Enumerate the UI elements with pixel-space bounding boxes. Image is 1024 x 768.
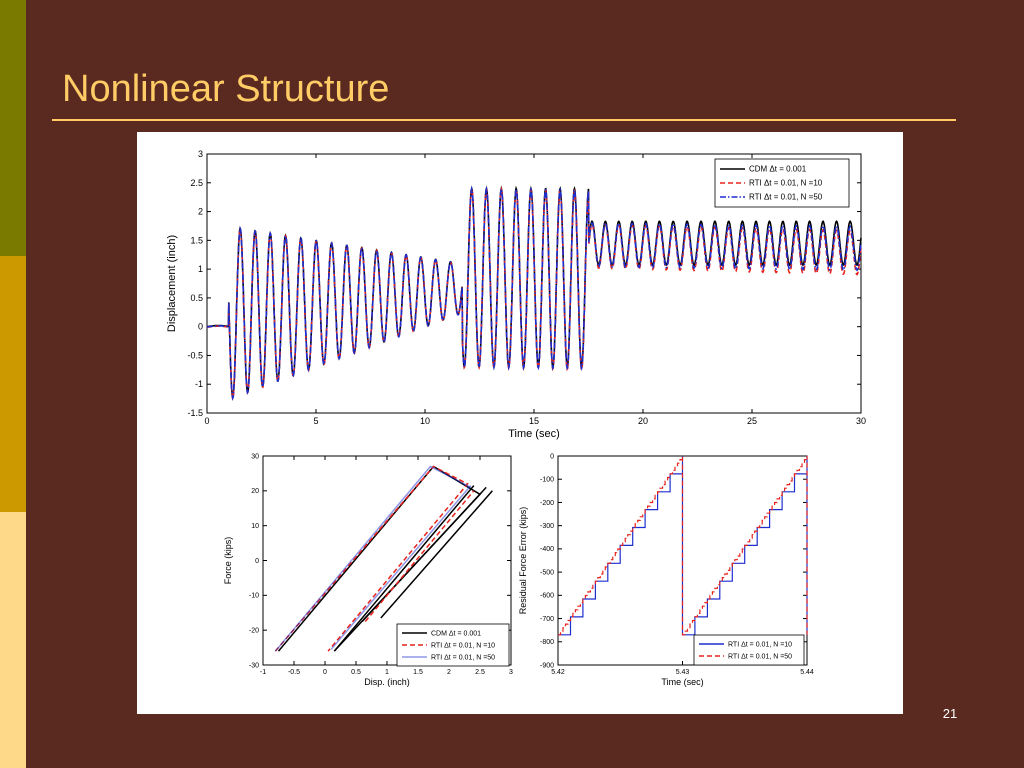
disp-history-legend-box xyxy=(714,158,850,208)
residual-x-tick-label: 5.44 xyxy=(800,669,814,676)
hysteresis-legend-label: RTI Δt = 0.01, N =50 xyxy=(431,654,495,661)
hysteresis-x-tick-label: 0.5 xyxy=(351,669,361,676)
disp-history-x-tick-label: 25 xyxy=(747,416,757,426)
hysteresis-x-tick-label: -1 xyxy=(260,669,266,676)
hysteresis-x-axis-label: Disp. (inch) xyxy=(364,677,410,687)
residual-y-axis-label: Residual Force Error (kips) xyxy=(518,507,528,615)
title-underline xyxy=(52,119,956,121)
disp-history-x-axis-label: Time (sec) xyxy=(508,428,560,440)
disp-history-y-axis-label: Displacement (inch) xyxy=(166,235,178,332)
disp-history-legend-label: RTI Δt = 0.01, N =10 xyxy=(749,179,823,188)
disp-history-x-tick-label: 15 xyxy=(529,416,539,426)
disp-history-x-tick-label: 5 xyxy=(313,416,318,426)
hysteresis-series-line xyxy=(274,465,472,652)
residual-x-axis-label: Time (sec) xyxy=(661,677,703,687)
hysteresis-y-tick-label: 20 xyxy=(251,488,259,495)
hysteresis-legend-label: RTI Δt = 0.01, N =10 xyxy=(431,642,495,649)
disp-history-y-tick-label: 0 xyxy=(198,322,203,332)
residual-y-tick-label: -500 xyxy=(540,569,554,576)
disp-history-series-line xyxy=(206,185,862,401)
residual-x-tick-label: 5.43 xyxy=(676,669,690,676)
figure-svg: 0 5 10 15 20 25 30-1.5-1-0.500.511.522.53Time … xyxy=(166,149,866,687)
residual-legend-label: RTI Δt = 0.01, N =50 xyxy=(728,653,792,660)
residual-y-tick-label: -200 xyxy=(540,500,554,507)
hysteresis-series-line xyxy=(361,486,487,623)
slide-title: Nonlinear Structure xyxy=(62,68,390,110)
disp-history-y-tick-label: 1 xyxy=(198,264,203,274)
hysteresis-legend-label: CDM Δt = 0.001 xyxy=(431,630,481,637)
hysteresis-y-tick-label: -30 xyxy=(249,662,259,669)
hysteresis-series-line xyxy=(333,485,475,652)
disp-history-x-tick-label: 20 xyxy=(638,416,648,426)
disp-history-legend-label: CDM Δt = 0.001 xyxy=(749,165,807,174)
hysteresis-series-line xyxy=(274,465,469,652)
residual-y-tick-label: -100 xyxy=(540,477,554,484)
residual-legend-label: RTI Δt = 0.01, N =10 xyxy=(728,641,792,648)
disp-history-x-tick-label: 10 xyxy=(420,416,430,426)
hysteresis-legend-box xyxy=(396,623,510,667)
residual-y-tick-label: -700 xyxy=(540,616,554,623)
residual-x-tick-label: 5.42 xyxy=(551,669,565,676)
disp-history-series-line xyxy=(206,185,862,401)
disp-history-y-tick-label: -1 xyxy=(195,379,203,389)
hysteresis-x-tick-label: 1 xyxy=(385,669,389,676)
accent-stripe-top xyxy=(0,0,26,256)
hysteresis-x-tick-label: 0 xyxy=(323,669,327,676)
residual-y-tick-label: -600 xyxy=(540,593,554,600)
disp-history-y-tick-label: 0.5 xyxy=(190,293,203,303)
residual-legend-box xyxy=(693,634,805,666)
disp-history-legend-label: RTI Δt = 0.01, N =50 xyxy=(749,193,823,202)
residual-y-tick-label: -300 xyxy=(540,523,554,530)
residual-y-tick-label: -400 xyxy=(540,546,554,553)
hysteresis-y-tick-label: -10 xyxy=(249,593,259,600)
disp-history-y-tick-label: -1.5 xyxy=(187,408,203,418)
hysteresis-y-tick-label: -20 xyxy=(249,628,259,635)
hysteresis-series-line xyxy=(380,490,493,619)
hysteresis-y-tick-label: 10 xyxy=(251,523,259,530)
disp-history-y-tick-label: 2 xyxy=(198,207,203,217)
hysteresis-series-line xyxy=(330,485,472,650)
hysteresis-x-tick-label: 2.5 xyxy=(475,669,485,676)
hysteresis-x-tick-label: -0.5 xyxy=(288,669,300,676)
disp-history-x-tick-label: 0 xyxy=(204,416,209,426)
disp-history-y-tick-label: 3 xyxy=(198,149,203,159)
hysteresis-x-tick-label: 1.5 xyxy=(413,669,423,676)
disp-history-y-tick-label: 1.5 xyxy=(190,235,203,245)
hysteresis-y-axis-label: Force (kips) xyxy=(223,537,233,585)
residual-y-tick-label: -900 xyxy=(540,662,554,669)
hysteresis-y-tick-label: 30 xyxy=(251,453,259,460)
figure-panel: 0 5 10 15 20 25 30 -1.5 -1 -0.5 0 0.5 1 1.5 2 2.5 3 Time … xyxy=(137,132,903,714)
residual-y-tick-label: 0 xyxy=(550,453,554,460)
disp-history-y-tick-label: -0.5 xyxy=(187,350,203,360)
hysteresis-series-line xyxy=(277,465,482,652)
hysteresis-x-tick-label: 2 xyxy=(447,669,451,676)
hysteresis-y-tick-label: 0 xyxy=(255,558,259,565)
hysteresis-series-line xyxy=(364,490,475,622)
residual-y-tick-label: -800 xyxy=(540,639,554,646)
accent-stripe-bottom xyxy=(0,512,26,768)
residual-series-line xyxy=(558,456,808,636)
disp-history-series-line xyxy=(206,185,862,401)
hysteresis-x-tick-label: 3 xyxy=(509,669,513,676)
page-number: 21 xyxy=(942,706,958,721)
disp-history-x-tick-label: 30 xyxy=(856,416,866,426)
accent-stripe-middle xyxy=(0,256,26,512)
disp-history-y-tick-label: 2.5 xyxy=(190,178,203,188)
